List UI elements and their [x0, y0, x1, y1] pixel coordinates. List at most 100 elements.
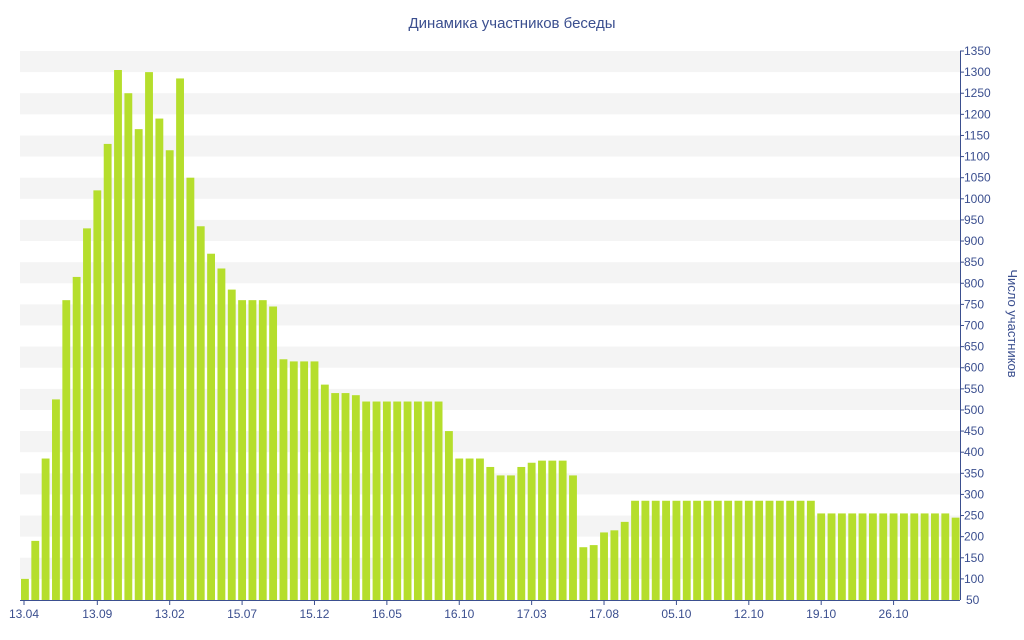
- bar: [41, 458, 50, 600]
- bar: [227, 289, 236, 600]
- bar: [21, 578, 29, 600]
- y-tick-label: 600: [964, 361, 984, 375]
- y-tick-label: 1100: [964, 150, 990, 164]
- grid-band: [20, 177, 960, 199]
- bar: [103, 143, 112, 600]
- bar: [744, 500, 753, 600]
- bar: [610, 530, 619, 600]
- y-tick-label: 150: [964, 551, 984, 565]
- bar: [868, 513, 877, 600]
- bar: [620, 521, 629, 600]
- bar: [910, 513, 919, 600]
- bar: [724, 500, 733, 600]
- bar: [837, 513, 846, 600]
- bar: [72, 276, 81, 600]
- bar: [413, 401, 422, 600]
- grid-band: [20, 219, 960, 242]
- bar: [548, 460, 557, 600]
- x-tick-label: 16.05: [372, 607, 402, 621]
- bar: [382, 401, 391, 600]
- bar: [176, 78, 184, 600]
- bar: [734, 500, 743, 600]
- x-tick-label: 19.10: [806, 607, 836, 621]
- y-tick-label: 950: [964, 213, 984, 227]
- x-tick-label: 12.10: [734, 607, 764, 621]
- bar: [589, 545, 598, 600]
- bar: [134, 129, 143, 600]
- bar: [455, 458, 464, 600]
- y-tick-label: 1350: [964, 44, 991, 58]
- bar: [858, 513, 867, 600]
- bar: [114, 70, 122, 600]
- x-tick-label: 13.04: [9, 607, 39, 621]
- y-tick-label: 50: [966, 593, 980, 607]
- bar: [889, 513, 898, 600]
- y-axis-ticks: 100 150 200 250 300 350 400 450 500 550 600 650 700 7…: [960, 44, 991, 607]
- bar: [879, 513, 888, 600]
- y-axis-label: Число участников: [1005, 269, 1020, 377]
- y-tick-label: 550: [964, 382, 984, 396]
- bar: [496, 475, 505, 600]
- bar: [93, 190, 102, 601]
- y-tick-label: 200: [964, 530, 984, 544]
- y-tick-label: 300: [964, 487, 984, 501]
- bar: [775, 500, 784, 600]
- bar: [465, 458, 474, 600]
- bar: [672, 500, 681, 600]
- bar: [558, 460, 567, 600]
- y-tick-label: 1050: [964, 171, 991, 185]
- bars: [21, 70, 960, 601]
- bar: [351, 395, 360, 600]
- y-tick-label: 700: [964, 319, 984, 333]
- bar: [765, 500, 774, 600]
- bar: [372, 401, 381, 600]
- y-tick-label: 1200: [964, 107, 991, 121]
- y-tick-label: 800: [964, 276, 984, 290]
- bar: [641, 500, 650, 600]
- bar: [817, 513, 826, 600]
- bar: [258, 300, 267, 600]
- bar: [217, 268, 226, 600]
- bar: [827, 513, 836, 600]
- bar: [403, 401, 412, 600]
- y-tick-label: 1300: [964, 65, 991, 79]
- bar: [155, 118, 164, 600]
- y-tick-label: 1000: [964, 192, 991, 206]
- x-axis-ticks: 13.04 13.09 13.02 15.07 15.12 16.05 16.10 17.03…: [9, 600, 909, 621]
- bar: [444, 431, 453, 600]
- bar: [941, 513, 950, 600]
- bar: [62, 300, 71, 600]
- bar: [238, 300, 247, 600]
- bar: [713, 500, 722, 600]
- bar: [476, 458, 484, 600]
- bar: [786, 500, 795, 600]
- y-tick-label: 500: [964, 403, 984, 417]
- bar: [538, 460, 546, 600]
- grid-band: [20, 93, 960, 115]
- bar: [341, 393, 350, 600]
- x-tick-label: 13.09: [82, 607, 112, 621]
- chart-title: Динамика участников беседы: [409, 15, 616, 32]
- y-tick-label: 1150: [964, 128, 990, 142]
- grid-band: [20, 51, 960, 73]
- bar: [662, 500, 670, 600]
- bar: [310, 361, 319, 600]
- bar: [651, 500, 660, 600]
- bar: [517, 466, 526, 600]
- y-tick-label: 1250: [964, 86, 991, 100]
- bar: [207, 253, 215, 600]
- bar: [796, 500, 805, 600]
- bar: [248, 300, 257, 600]
- x-tick-label: 16.10: [444, 607, 474, 621]
- bar: [52, 399, 60, 600]
- bar: [703, 500, 712, 600]
- x-tick-label: 17.08: [589, 607, 619, 621]
- y-tick-label: 100: [964, 572, 984, 586]
- x-tick-label: 15.12: [299, 607, 329, 621]
- bar: [31, 540, 40, 600]
- bar: [279, 359, 288, 600]
- bar: [320, 384, 329, 600]
- bar: [83, 228, 91, 600]
- y-tick-label: 400: [964, 445, 984, 459]
